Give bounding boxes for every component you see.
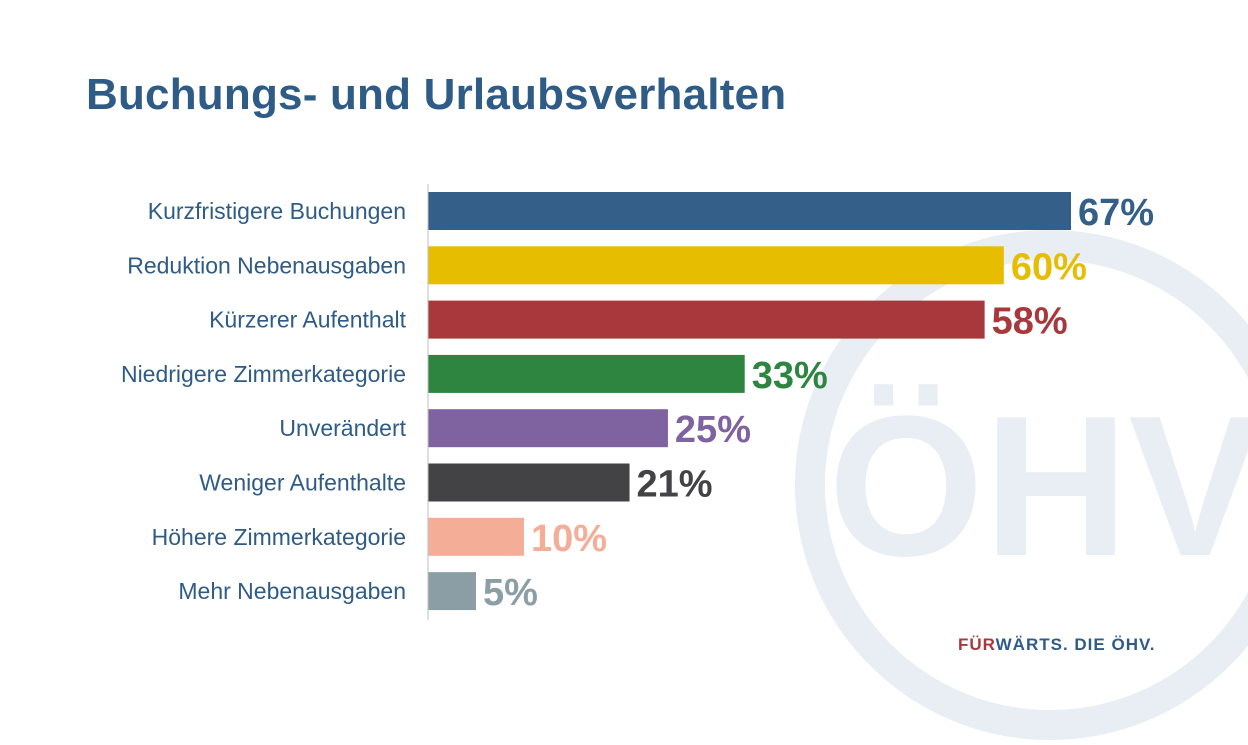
bar-unverandert	[428, 409, 668, 448]
bar-reduktion-nebenausgaben	[428, 246, 1004, 285]
bar-hohere-zimmerkategorie	[428, 517, 524, 556]
value-label-hohere-zimmerkategorie: 10%	[531, 518, 607, 560]
bar-kurzfristigere-buchungen	[428, 192, 1071, 230]
category-label-kurzerer-aufenthalt: Kürzerer Aufenthalt	[209, 307, 407, 333]
category-label-hohere-zimmerkategorie: Höhere Zimmerkategorie	[152, 524, 406, 550]
category-label-reduktion-nebenausgaben: Reduktion Nebenausgaben	[127, 252, 406, 278]
brand-slogan: FÜRWÄRTS. DIE ÖHV.	[958, 635, 1155, 655]
value-label-weniger-aufenthalte: 21%	[637, 464, 713, 506]
category-label-niedrigere-zimmerkategorie: Niedrigere Zimmerkategorie	[121, 361, 406, 387]
bar-weniger-aufenthalte	[428, 463, 630, 502]
watermark-text: ÖHV	[828, 375, 1248, 598]
value-label-unverandert: 25%	[675, 409, 751, 451]
category-label-weniger-aufenthalte: Weniger Aufenthalte	[199, 470, 406, 496]
category-label-mehr-nebenausgaben: Mehr Nebenausgaben	[178, 578, 406, 604]
bar-niedrigere-zimmerkategorie	[428, 354, 745, 393]
value-label-kurzerer-aufenthalt: 58%	[992, 301, 1068, 343]
bar-kurzerer-aufenthalt	[428, 300, 985, 339]
value-label-niedrigere-zimmerkategorie: 33%	[752, 355, 828, 397]
bar-chart: Kurzfristigere Buchungen 67% Reduktion Neb…	[121, 184, 1154, 620]
value-label-reduktion-nebenausgaben: 60%	[1011, 246, 1087, 288]
value-label-kurzfristigere-buchungen: 67%	[1078, 192, 1154, 234]
chart-title: Buchungs- und Urlaubsverhalten	[86, 70, 787, 119]
category-label-kurzfristigere-buchungen: Kurzfristigere Buchungen	[148, 198, 406, 224]
bar-mehr-nebenausgaben	[428, 572, 476, 611]
category-label-unverandert: Unverändert	[279, 415, 406, 441]
value-label-mehr-nebenausgaben: 5%	[483, 572, 538, 614]
brand-slogan-part1: FÜR	[958, 635, 996, 654]
brand-slogan-part2: WÄRTS. DIE ÖHV.	[995, 635, 1156, 654]
